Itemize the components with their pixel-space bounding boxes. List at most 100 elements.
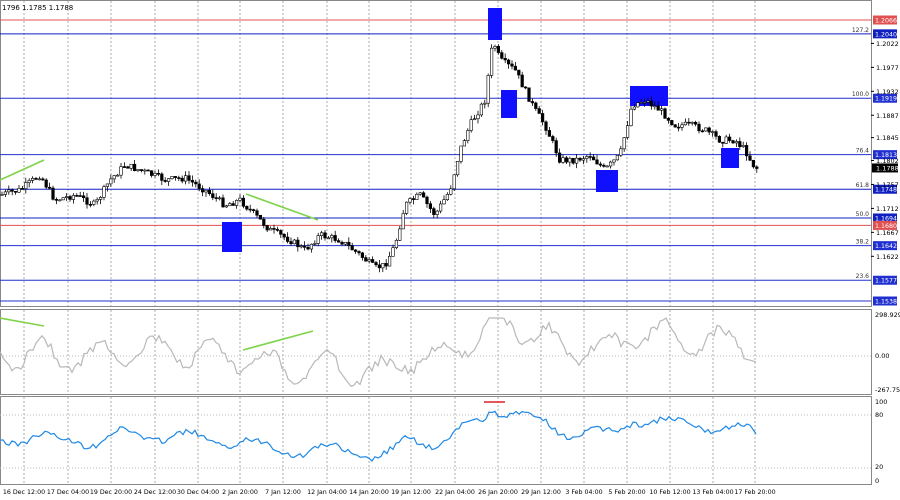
- candle-body: [442, 199, 446, 205]
- candle-body: [408, 198, 412, 203]
- candle-body: [143, 169, 147, 172]
- level-price-tag: [873, 275, 897, 285]
- candle-body: [449, 188, 453, 195]
- candle-body: [517, 69, 521, 76]
- level-price-tag: [873, 213, 897, 223]
- candle-body: [370, 259, 375, 263]
- indicator2-panel[interactable]: [0, 396, 872, 485]
- candle-body: [235, 200, 239, 206]
- candle-body: [687, 121, 691, 124]
- ind2-tick-0: 0: [875, 477, 879, 485]
- candle-body: [721, 141, 725, 144]
- candle-body: [323, 232, 327, 239]
- candle-body: [353, 249, 358, 252]
- candle-body: [184, 175, 188, 182]
- candle-body: [279, 230, 283, 235]
- candle-body: [252, 209, 256, 211]
- candle-body: [313, 243, 317, 245]
- candle-body: [690, 121, 694, 124]
- candle-body: [330, 235, 334, 239]
- candle-body: [51, 187, 55, 200]
- candle-body: [588, 156, 592, 158]
- candle-body: [258, 214, 263, 220]
- candle-body: [619, 148, 623, 156]
- candle-body: [44, 179, 48, 188]
- candle-body: [503, 58, 507, 61]
- level-price-label: 1.1748: [875, 187, 897, 194]
- candle-body: [435, 210, 439, 215]
- candle-body: [534, 102, 538, 109]
- candle-body: [571, 157, 575, 164]
- candle-body: [71, 195, 75, 200]
- price-panel[interactable]: [0, 0, 872, 307]
- candle-body: [27, 180, 31, 183]
- candle-body: [472, 118, 477, 121]
- level-price-label: 1.1538: [875, 299, 897, 306]
- candle-body: [245, 205, 249, 210]
- candle-body: [384, 263, 388, 267]
- candle-body: [211, 193, 215, 198]
- candle-body: [632, 106, 636, 110]
- candle-body: [717, 136, 721, 143]
- time-label: 10 Feb 12:00: [649, 489, 690, 496]
- candle-body: [197, 183, 201, 189]
- candle-body: [302, 245, 307, 248]
- candle-body: [24, 182, 28, 189]
- candle-body: [608, 161, 613, 167]
- ind2-tick-100: 100: [875, 398, 887, 406]
- candle-body: [14, 191, 18, 193]
- candle-body: [306, 247, 310, 250]
- time-label: 17 Feb 20:00: [734, 489, 775, 496]
- candle-body: [326, 237, 331, 240]
- candle-body: [190, 180, 195, 183]
- candle-body: [598, 163, 602, 166]
- candle-body: [214, 197, 218, 199]
- candle-body: [578, 157, 582, 161]
- divergence-line: [0, 159, 45, 181]
- candle-body: [479, 103, 484, 116]
- candle-body: [663, 108, 667, 119]
- level-price-label: 1.1813: [875, 152, 897, 159]
- level-price-tag: [873, 15, 897, 25]
- level-price-tag: [873, 296, 897, 306]
- ind1-tick-zero: 0.00: [875, 352, 889, 360]
- time-label: 12 Jan 04:00: [307, 489, 347, 496]
- candle-body: [146, 169, 150, 172]
- candle-body: [95, 199, 99, 202]
- candle-body: [486, 75, 490, 104]
- candle-body: [755, 166, 759, 169]
- candle-body: [734, 141, 738, 144]
- candle-body: [30, 178, 35, 181]
- indicator1-panel[interactable]: [0, 309, 872, 395]
- candle-body: [3, 191, 7, 195]
- candle-body: [714, 131, 718, 137]
- candle-body: [748, 155, 752, 161]
- fib-level-label: 127.2: [852, 27, 869, 34]
- candle-body: [255, 210, 259, 216]
- candle-body: [180, 177, 184, 182]
- candle-body: [544, 121, 548, 131]
- price-tick-label: 1.1932: [876, 88, 899, 96]
- candle-body: [455, 161, 460, 176]
- candle-body: [697, 123, 701, 132]
- candle-body: [738, 141, 742, 147]
- candle-body: [194, 181, 198, 185]
- level-price-label: 1.1642: [875, 243, 897, 250]
- candle-body: [41, 178, 45, 181]
- candle-body: [483, 102, 487, 105]
- candle-body: [160, 173, 164, 181]
- candle-body: [751, 159, 755, 168]
- candle-body: [510, 63, 514, 67]
- candle-body: [275, 229, 280, 231]
- time-label: 26 Jan 20:00: [478, 489, 518, 496]
- fib-level-label: 61.8: [856, 182, 870, 189]
- candle-body: [670, 120, 674, 126]
- candle-body: [336, 240, 341, 243]
- candle-body: [731, 140, 735, 144]
- candle-body: [316, 235, 320, 244]
- candle-body: [112, 175, 116, 180]
- candle-body: [425, 196, 429, 205]
- price-tick-label: 1.1845: [876, 134, 899, 142]
- candle-body: [693, 121, 698, 125]
